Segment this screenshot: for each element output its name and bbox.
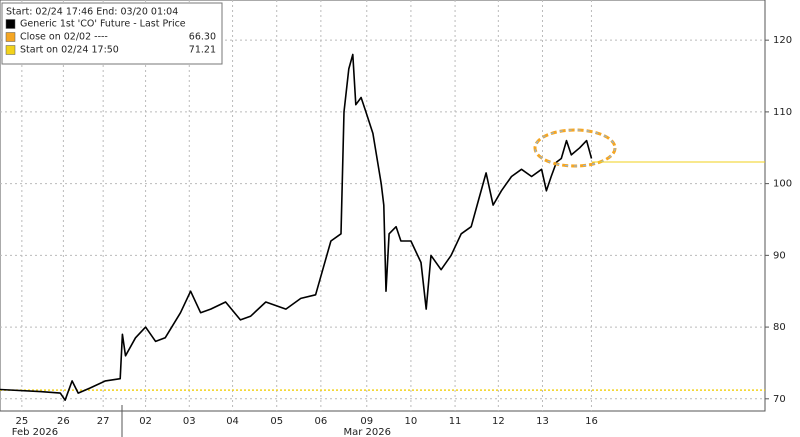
x-tick-label: 06 <box>314 416 327 427</box>
x-tick-label: 12 <box>492 416 505 427</box>
x-tick-label: 04 <box>226 416 239 427</box>
x-tick-label: 26 <box>57 416 70 427</box>
plot-area <box>0 0 766 412</box>
legend-label: Close on 02/02 ---- <box>20 32 108 43</box>
y-tick-label: 120 <box>773 35 792 46</box>
x-tick-label: 16 <box>585 416 598 427</box>
axes: 70 80 90 100 110 120 25 26 27 02 03 04 05 06 09 10 11 12 1… <box>12 35 792 437</box>
legend-swatch <box>5 19 16 29</box>
month-label: Feb 2026 <box>12 427 58 437</box>
y-tick-label: 90 <box>773 250 786 261</box>
legend: Start: 02/24 17:46 End: 03/20 01:04 Gene… <box>1 2 223 65</box>
y-tick-label: 80 <box>773 322 786 333</box>
legend-label: Start on 02/24 17:50 <box>20 45 119 56</box>
month-label: Mar 2026 <box>343 427 391 437</box>
legend-label: Generic 1st 'CO' Future - Last Price <box>20 19 186 30</box>
x-tick-label: 02 <box>139 416 152 427</box>
x-tick-label: 13 <box>536 416 549 427</box>
legend-swatch <box>5 32 16 42</box>
x-tick-label: 11 <box>449 416 462 427</box>
y-tick-label: 110 <box>773 107 792 118</box>
legend-header: Start: 02/24 17:46 End: 03/20 01:04 <box>6 7 178 18</box>
marks <box>0 53 765 401</box>
x-tick-label: 25 <box>15 416 28 427</box>
y-tick-label: 70 <box>773 394 786 405</box>
legend-value: 71.21 <box>189 45 216 56</box>
legend-swatch <box>5 45 16 55</box>
x-tick-label: 10 <box>405 416 418 427</box>
price-line <box>0 53 593 401</box>
legend-box <box>1 2 223 65</box>
legend-value: 66.30 <box>189 32 216 43</box>
x-tick-label: 09 <box>360 416 373 427</box>
highlight-ellipse-inner <box>534 129 616 167</box>
x-tick-label: 03 <box>183 416 196 427</box>
x-tick-label: 27 <box>97 416 110 427</box>
x-tick-label: 05 <box>270 416 283 427</box>
grid <box>0 0 765 411</box>
y-tick-label: 100 <box>773 179 792 190</box>
